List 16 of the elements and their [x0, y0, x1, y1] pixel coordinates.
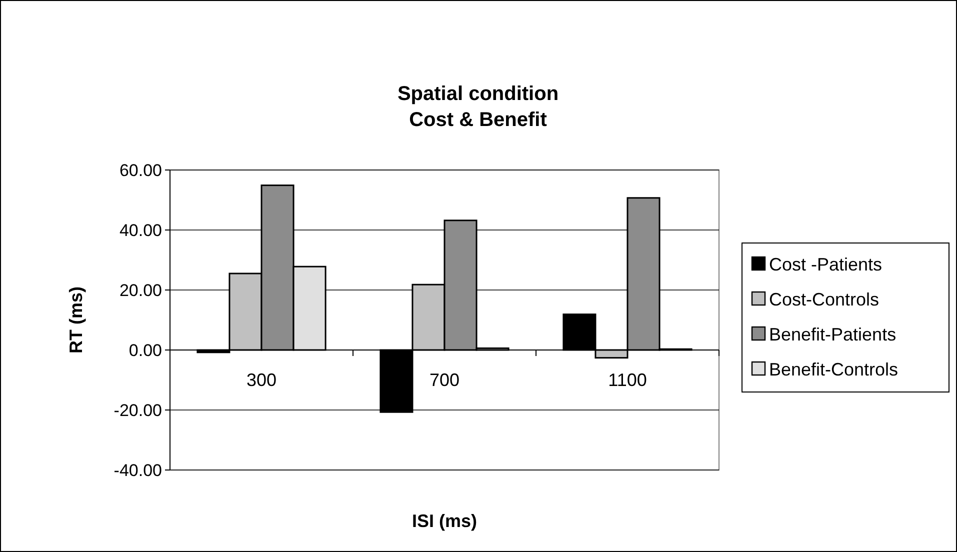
- y-tick-label: -40.00: [114, 460, 162, 480]
- legend-label: Cost -Patients: [769, 254, 882, 274]
- legend-label: Benefit-Patients: [769, 324, 896, 344]
- x-tick-label: 700: [429, 370, 460, 390]
- y-axis-title: RT (ms): [66, 286, 86, 354]
- y-tick-label: 0.00: [128, 340, 162, 360]
- y-tick-label: 60.00: [119, 160, 162, 180]
- y-tick-label: 20.00: [119, 280, 162, 300]
- x-axis-title: ISI (ms): [412, 511, 478, 531]
- x-tick-label: 300: [246, 370, 277, 390]
- y-tick-label: -20.00: [114, 400, 162, 420]
- legend-label: Benefit-Controls: [769, 359, 898, 380]
- x-tick-label: 1100: [608, 370, 647, 390]
- legend-label: Cost-Controls: [769, 289, 880, 310]
- chart-title: Spatial condition Cost & Benefit: [397, 83, 559, 131]
- y-tick-label: 40.00: [119, 220, 162, 240]
